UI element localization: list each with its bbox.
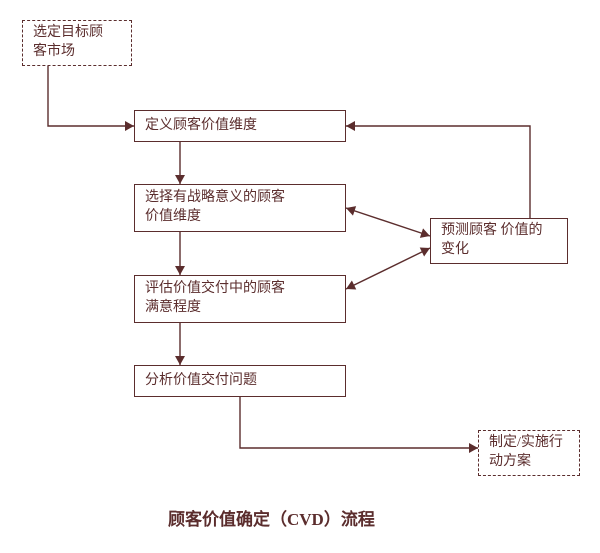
diagram-title: 顾客价值确定（CVD）流程 (168, 505, 375, 530)
flowchart-node-n4: 评估价值交付中的顾客满意程度 (134, 275, 346, 323)
flowchart-node-n7: 制定/实施行动方案 (478, 430, 580, 476)
flowchart-node-n3: 选择有战略意义的顾客价值维度 (134, 184, 346, 232)
flowchart-node-n5: 分析价值交付问题 (134, 365, 346, 397)
flowchart-node-n1: 选定目标顾客市场 (22, 20, 132, 66)
flowchart-node-n2: 定义顾客价值维度 (134, 110, 346, 142)
flowchart-node-n6: 预测顾客 价值的变化 (430, 218, 568, 264)
